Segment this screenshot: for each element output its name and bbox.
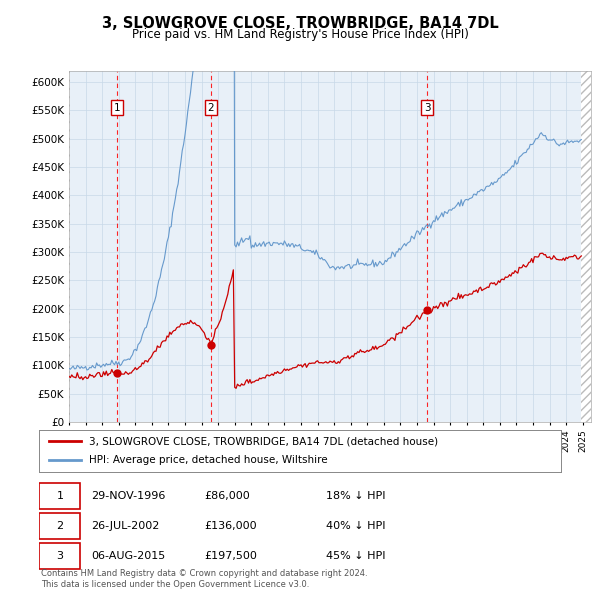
Text: 06-AUG-2015: 06-AUG-2015 [91,551,166,561]
Bar [581,71,591,422]
Text: 3, SLOWGROVE CLOSE, TROWBRIDGE, BA14 7DL: 3, SLOWGROVE CLOSE, TROWBRIDGE, BA14 7DL [101,16,499,31]
Text: 40% ↓ HPI: 40% ↓ HPI [326,521,386,531]
Text: 3: 3 [56,551,64,561]
Text: 26-JUL-2002: 26-JUL-2002 [91,521,160,531]
Bar [69,71,70,422]
Text: 2: 2 [56,521,64,531]
Text: 45% ↓ HPI: 45% ↓ HPI [326,551,386,561]
Text: 3, SLOWGROVE CLOSE, TROWBRIDGE, BA14 7DL (detached house): 3, SLOWGROVE CLOSE, TROWBRIDGE, BA14 7DL… [89,437,438,447]
Text: £136,000: £136,000 [205,521,257,531]
Text: 1: 1 [114,103,121,113]
Text: HPI: Average price, detached house, Wiltshire: HPI: Average price, detached house, Wilt… [89,455,327,465]
Text: 2: 2 [208,103,214,113]
Text: 1: 1 [56,491,64,501]
Text: £86,000: £86,000 [205,491,250,501]
Text: £197,500: £197,500 [205,551,257,561]
FancyBboxPatch shape [39,483,80,509]
Text: Contains HM Land Registry data © Crown copyright and database right 2024.
This d: Contains HM Land Registry data © Crown c… [41,569,367,589]
Text: 3: 3 [424,103,430,113]
Text: 18% ↓ HPI: 18% ↓ HPI [326,491,386,501]
Text: 29-NOV-1996: 29-NOV-1996 [91,491,166,501]
Text: Price paid vs. HM Land Registry's House Price Index (HPI): Price paid vs. HM Land Registry's House … [131,28,469,41]
FancyBboxPatch shape [39,543,80,569]
FancyBboxPatch shape [39,513,80,539]
